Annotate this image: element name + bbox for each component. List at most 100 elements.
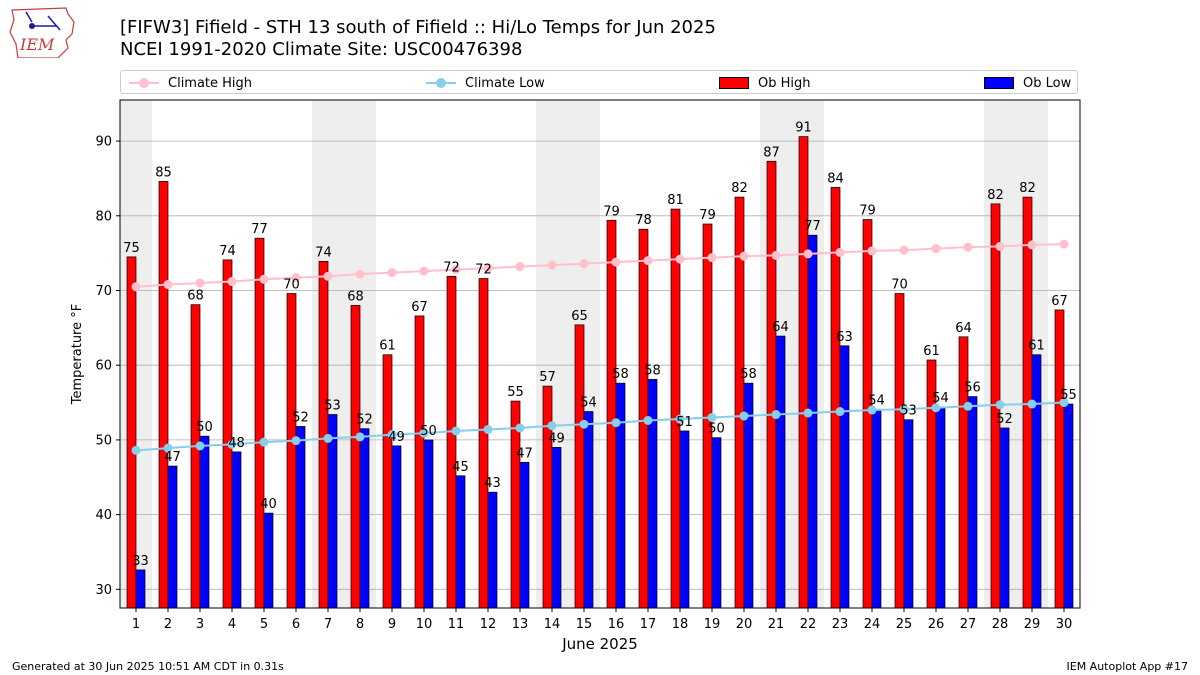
logo-text: IEM <box>19 35 55 54</box>
ob-high-label: 68 <box>187 289 204 304</box>
ob-low-label: 56 <box>964 381 981 396</box>
climate-high-point <box>387 268 397 278</box>
x-tick-label: 23 <box>832 617 849 632</box>
x-tick-label: 9 <box>388 617 396 632</box>
climate-high-point <box>899 245 909 255</box>
climate-low-point <box>323 433 333 443</box>
ob-low-bar <box>295 426 306 609</box>
ob-high-label: 57 <box>539 370 556 385</box>
ob-low-label: 77 <box>804 219 821 234</box>
ob-high-bar <box>478 278 489 609</box>
climate-low-point <box>515 423 525 433</box>
x-tick-label: 2 <box>164 617 172 632</box>
x-axis-title: June 2025 <box>561 635 638 653</box>
climate-high-line <box>135 243 1065 288</box>
ob-high-label: 70 <box>891 277 908 292</box>
climate-high-point <box>867 246 877 256</box>
data-labels: 75 85 68 74 77 70 74 68 61 67 72 72 55 57 65 79 78 81 79 82… <box>123 121 1077 569</box>
ob-low-label: 50 <box>196 420 213 435</box>
legend-ob-high: Ob High <box>719 74 811 92</box>
ob-low-label: 43 <box>484 476 501 491</box>
x-tick-label: 21 <box>768 617 785 632</box>
ob-high-bar <box>766 160 777 609</box>
climate-low-point <box>835 407 845 417</box>
ob-low-label: 64 <box>772 320 789 335</box>
ob-high-bar <box>446 275 457 609</box>
legend-ob-low: Ob Low <box>984 74 1071 92</box>
climate-high-point <box>515 262 525 272</box>
climate-low-point <box>931 403 941 413</box>
ob-high-bar <box>894 293 905 609</box>
ob-high-label: 55 <box>507 385 524 400</box>
ob-low-bar <box>775 335 786 609</box>
ob-low-label: 51 <box>676 415 693 430</box>
ob-low-label: 58 <box>740 367 757 382</box>
ob-high-bar <box>958 336 969 609</box>
climate-high-point <box>963 242 973 252</box>
x-tick-label: 25 <box>896 617 913 632</box>
ob-low-bar <box>199 435 210 609</box>
ob-low-bar <box>551 447 562 609</box>
climate-high-point <box>195 278 205 288</box>
ob-high-swatch-icon <box>719 77 749 89</box>
ob-low-label: 50 <box>420 424 437 439</box>
ob-high-label: 78 <box>635 213 652 228</box>
ob-high-label: 72 <box>443 260 460 275</box>
climate-low-point <box>1027 399 1037 409</box>
ob-high-label: 82 <box>731 181 748 196</box>
x-tick-label: 12 <box>480 617 497 632</box>
ob-high-label: 64 <box>955 321 972 336</box>
x-tick-label: 20 <box>736 617 753 632</box>
ob-high-bar <box>670 208 681 609</box>
climate-high-point <box>803 249 813 259</box>
ob-high-label: 67 <box>411 300 428 315</box>
climate-high-point <box>643 256 653 266</box>
ob-high-bar <box>798 136 809 609</box>
climate-high-point <box>131 282 141 292</box>
x-tick-label: 24 <box>864 617 881 632</box>
climate-high-point <box>1059 239 1069 249</box>
ob-low-bar <box>263 512 274 609</box>
ob-low-bar <box>583 411 594 609</box>
ob-high-label: 74 <box>315 245 332 260</box>
climate-low-point <box>227 439 237 449</box>
x-tick-label: 15 <box>576 617 593 632</box>
ob-low-bar <box>903 419 914 609</box>
x-tick-label: 29 <box>1024 617 1041 632</box>
y-tick-label: 80 <box>95 209 112 224</box>
ob-high-bar <box>222 259 233 609</box>
climate-high-point <box>707 253 717 263</box>
ob-high-label: 68 <box>347 289 364 304</box>
x-tick-label: 16 <box>608 617 625 632</box>
climate-low-point <box>483 424 493 434</box>
x-tick-label: 22 <box>800 617 817 632</box>
climate-low-point <box>675 414 685 424</box>
ob-high-label: 75 <box>123 241 140 256</box>
ob-low-label: 48 <box>228 436 245 451</box>
climate-high-point <box>931 244 941 254</box>
x-tick-label: 17 <box>640 617 657 632</box>
ob-low-bar <box>423 439 434 609</box>
ob-high-label: 61 <box>379 339 396 354</box>
ob-low-bar <box>839 345 850 609</box>
ob-low-bar <box>519 461 530 609</box>
climate-low-point <box>547 421 557 431</box>
climate-high-point <box>483 263 493 273</box>
climate-low-point <box>611 418 621 428</box>
ob-high-label: 79 <box>603 204 620 219</box>
climate-low-point <box>899 404 909 414</box>
climate-low-point <box>291 436 301 446</box>
ob-high-bar <box>350 305 361 609</box>
ob-low-bar <box>615 382 626 609</box>
climate-low-point <box>387 430 397 440</box>
ob-low-label: 53 <box>324 399 341 414</box>
ob-high-label: 72 <box>475 263 492 278</box>
x-tick-label: 26 <box>928 617 945 632</box>
ob-high-bar <box>382 354 393 609</box>
x-tick-label: 19 <box>704 617 721 632</box>
climate-high-point <box>1027 240 1037 250</box>
ob-high-bar <box>414 315 425 609</box>
ob-low-label: 61 <box>1028 339 1045 354</box>
ob-low-bar <box>391 445 402 609</box>
ob-low-label: 50 <box>708 422 725 437</box>
